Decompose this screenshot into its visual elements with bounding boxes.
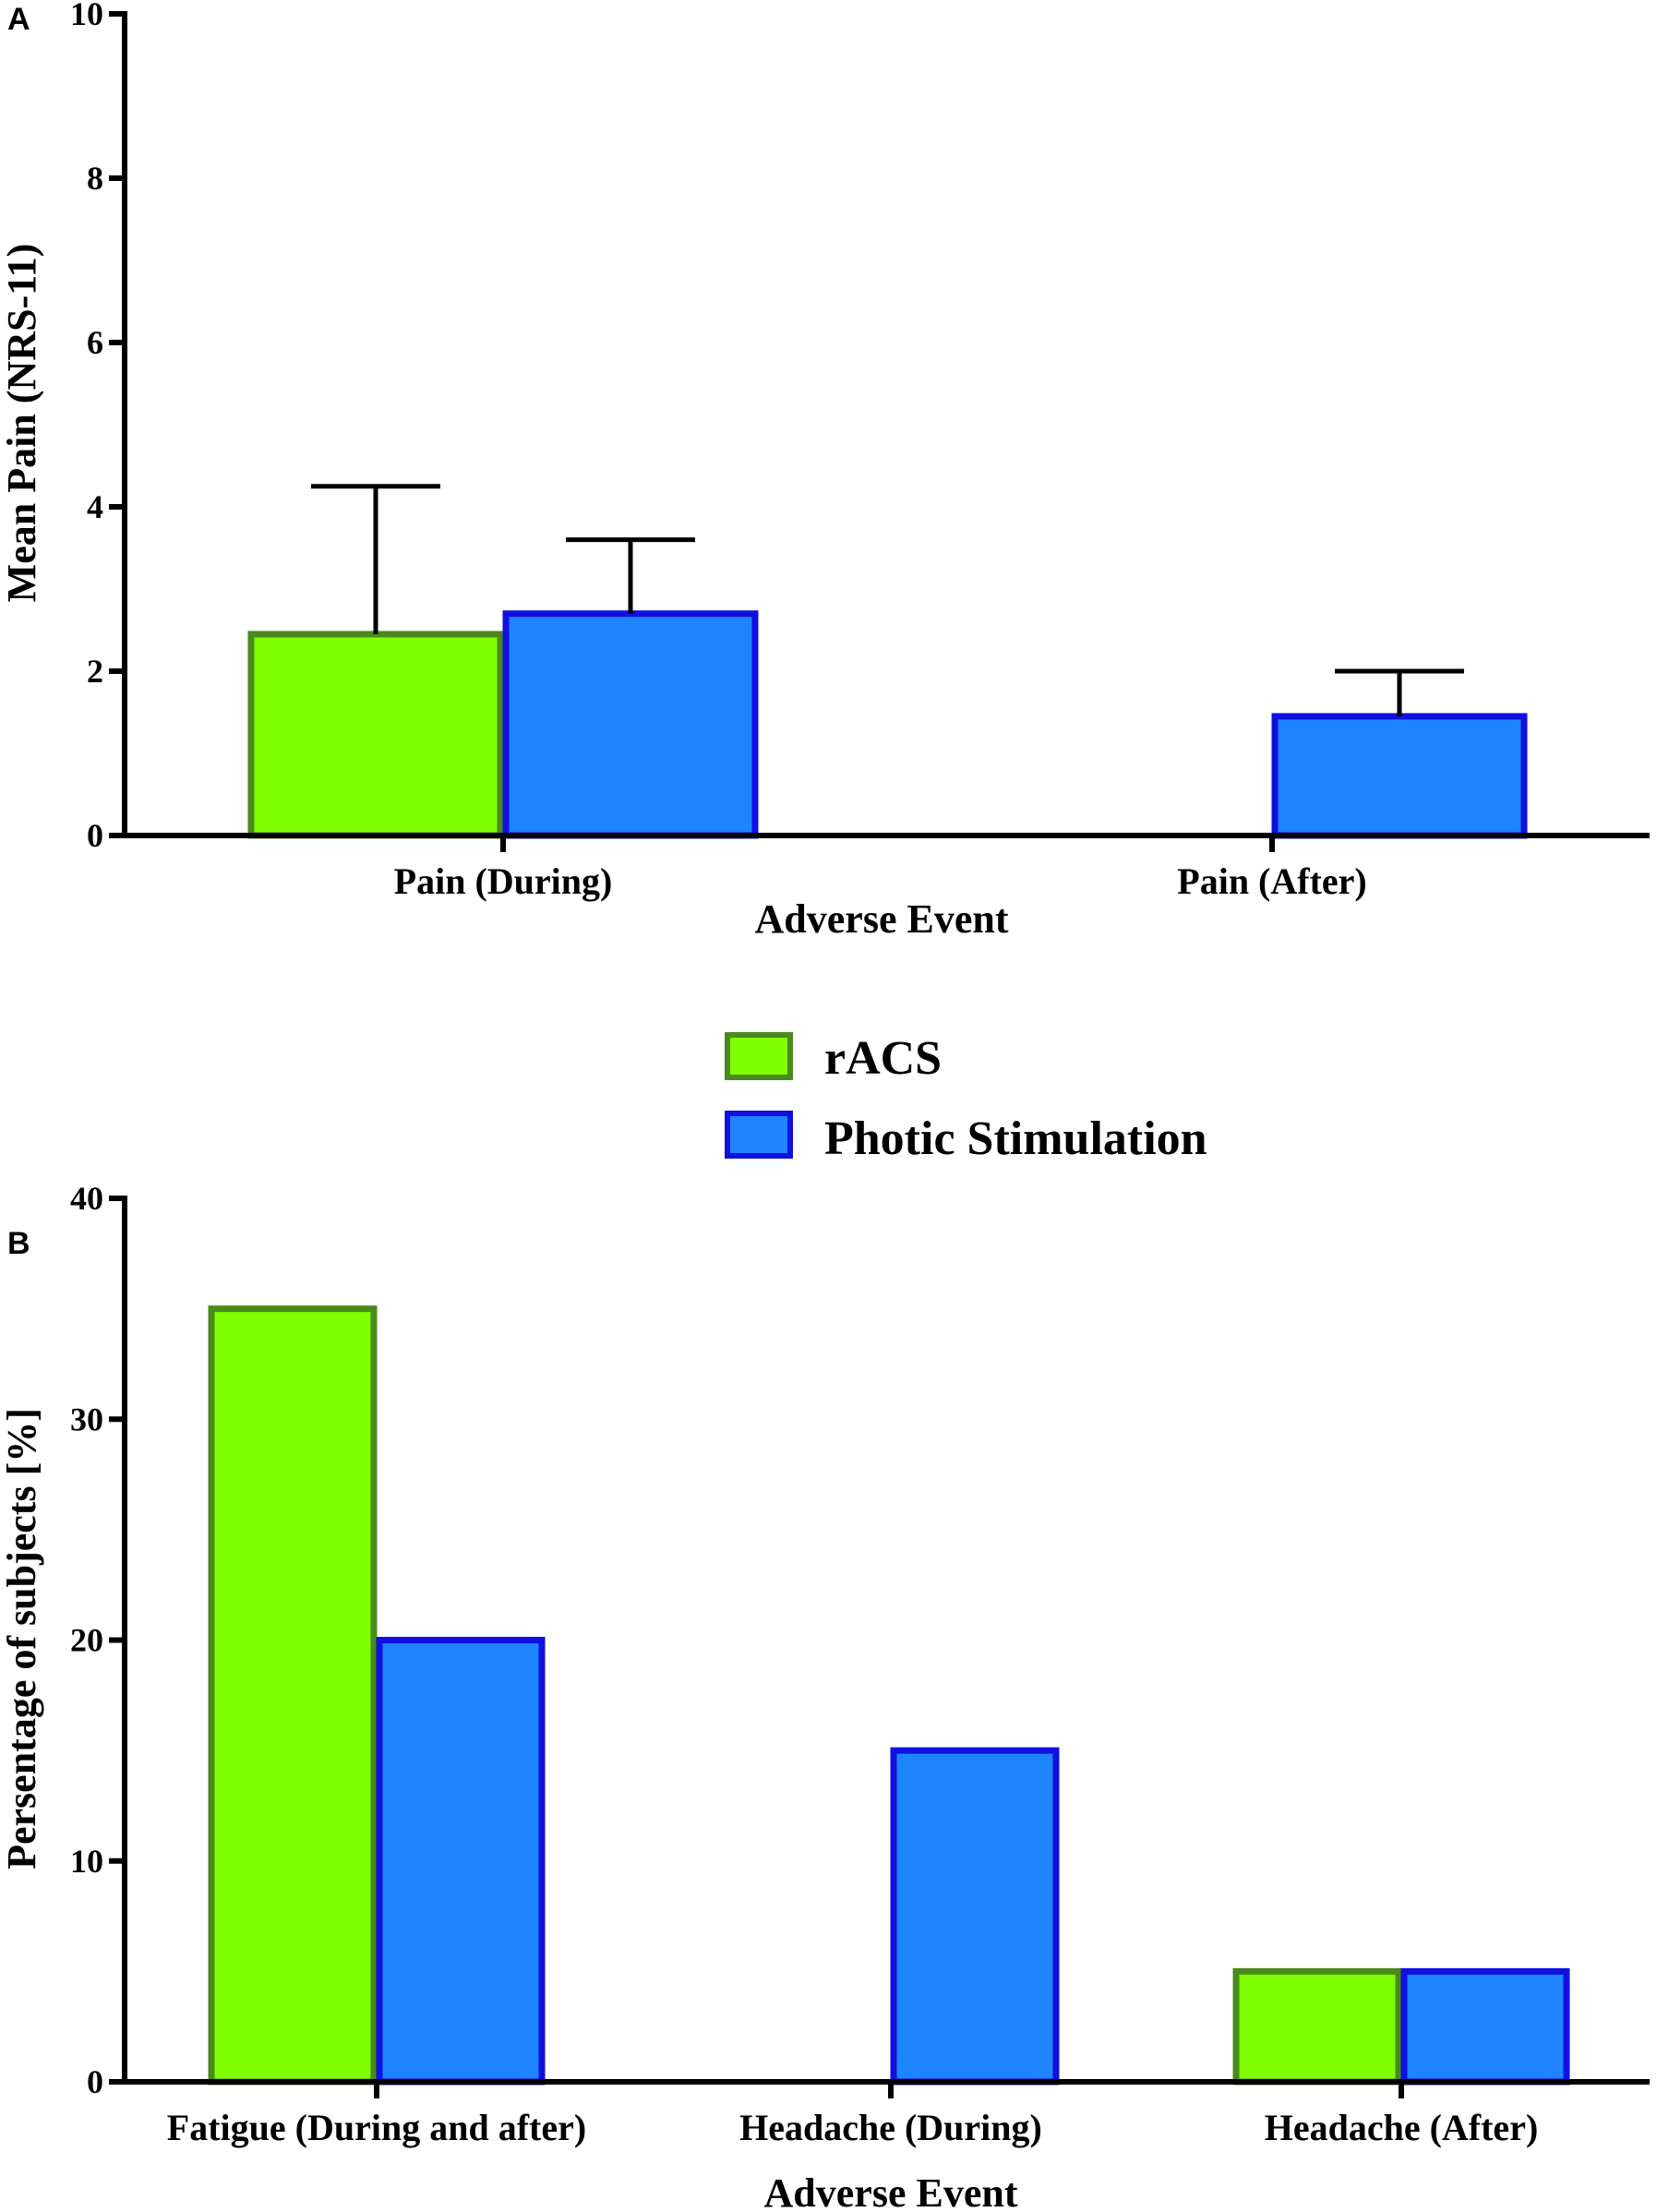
bar-photic: [502, 610, 759, 839]
panel-b: B 0 10 20 30 40 Fatigue (During and after) H…: [0, 1180, 1650, 2212]
panel-a-y-axis-title: Mean Pain (NRS-11): [0, 244, 44, 603]
legend-swatch-racs: [725, 1032, 793, 1080]
panel-a-category-label: Pain (After): [1177, 860, 1366, 902]
panel-a-y-tick-label: 8: [87, 160, 103, 197]
bar-racs: [208, 1305, 378, 2086]
panel-b-y-axis-title: Persentage of subjects [%]: [0, 1408, 44, 1869]
legend: rACS Photic Stimulation: [725, 1032, 1207, 1165]
panel-b-x-axis-title: Adverse Event: [764, 2170, 1018, 2212]
bar-photic: [890, 1747, 1060, 2086]
bar-racs: [1232, 1967, 1402, 2086]
legend-label-racs: rACS: [824, 1032, 942, 1085]
panel-b-y-tick-label: 10: [70, 1843, 103, 1880]
panel-a-x-axis-title: Adverse Event: [755, 896, 1009, 942]
panel-b-y-tick-label: 40: [70, 1180, 103, 1217]
panel-a-letter: A: [7, 2, 30, 37]
panel-b-category-label: Fatigue (During and after): [167, 2107, 586, 2148]
panel-a: A 0 2 4 6 8 10 Pain (During) Pain (After) Adv…: [0, 0, 1650, 942]
panel-b-y-tick-label: 20: [70, 1622, 103, 1659]
legend-label-photic: Photic Stimulation: [824, 1112, 1207, 1165]
panel-b-category-label: Headache (During): [739, 2107, 1042, 2148]
panel-b-y-tick-label: 0: [87, 2063, 103, 2100]
bar-racs: [247, 631, 504, 839]
panel-b-letter: B: [7, 1226, 30, 1261]
panel-a-y-tick-label: 4: [87, 488, 103, 525]
bar-photic: [1400, 1967, 1570, 2086]
panel-a-y-tick-label: 10: [70, 0, 103, 32]
panel-a-y-tick-label: 0: [87, 817, 103, 854]
legend-swatch-photic: [725, 1111, 793, 1159]
panel-a-y-tick-label: 2: [87, 653, 103, 690]
panel-b-category-label: Headache (After): [1265, 2107, 1539, 2148]
panel-b-y-tick-label: 30: [70, 1401, 103, 1437]
bar-photic: [376, 1637, 546, 2086]
panel-a-category-label: Pain (During): [394, 860, 613, 902]
bar-photic: [1271, 713, 1528, 839]
panel-a-y-tick-label: 6: [87, 324, 103, 361]
